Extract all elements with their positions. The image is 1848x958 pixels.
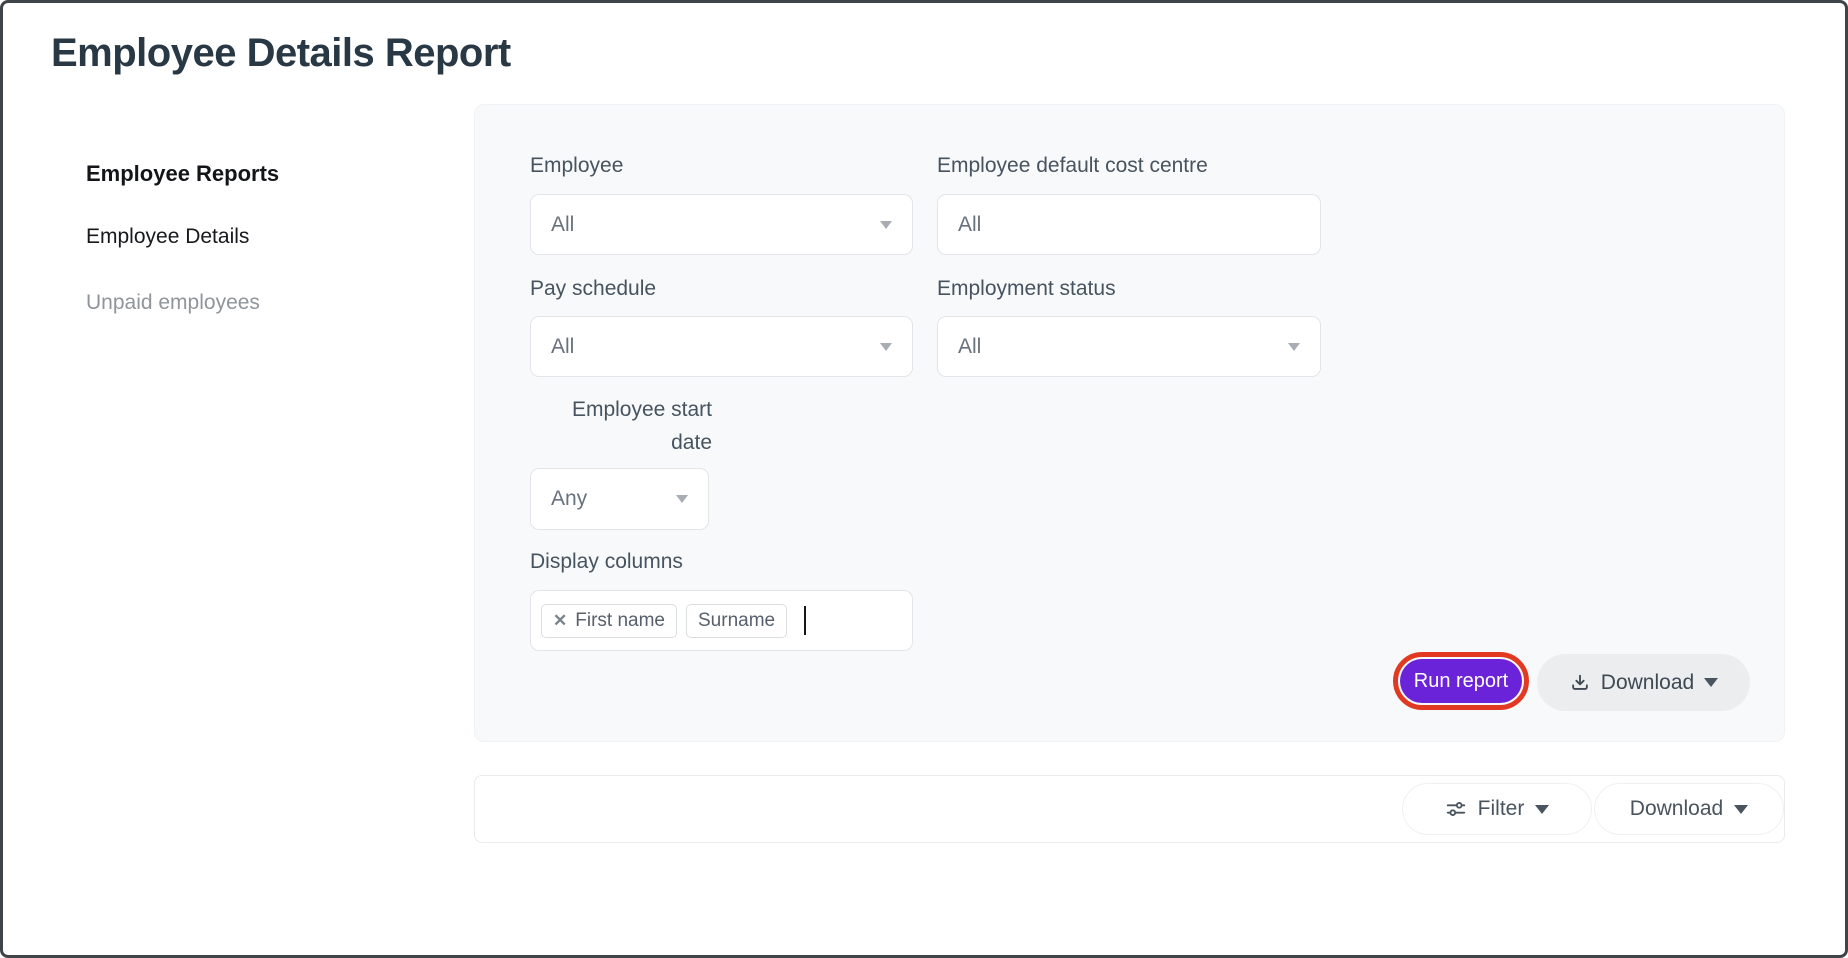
results-download-button[interactable]: Download [1594,783,1784,835]
pay-schedule-label: Pay schedule [530,277,657,300]
chevron-down-icon [1288,342,1300,351]
chevron-down-icon [1734,804,1749,814]
cost-centre-label: Employee default cost centre [937,154,1208,177]
cost-centre-input-value: All [958,212,982,236]
sidebar-item-employee-details[interactable]: Employee Details [86,225,250,248]
column-tag-label: Surname [698,609,776,631]
start-date-select-value: Any [551,487,588,510]
pay-schedule-select-value: All [551,334,575,358]
display-columns-input[interactable]: ✕ First name Surname [530,590,913,651]
chevron-down-icon [1535,804,1550,814]
download-button-label: Download [1600,670,1695,694]
chevron-down-icon [880,220,892,229]
text-cursor [804,606,807,635]
filter-sliders-icon [1446,802,1465,816]
column-tag-label: First name [575,609,665,631]
employee-select-value: All [551,212,575,236]
employee-label: Employee [530,154,624,177]
start-date-select[interactable]: Any [530,468,709,530]
remove-tag-icon[interactable]: ✕ [553,610,568,630]
chevron-down-icon [676,495,688,503]
sidebar-heading-employee-reports: Employee Reports [86,161,280,186]
column-tag-first-name[interactable]: ✕ First name [541,603,677,638]
employment-status-select[interactable]: All [937,316,1321,377]
run-report-button[interactable]: Run report [1393,652,1529,710]
column-tag-surname[interactable]: Surname [686,603,788,638]
download-button[interactable]: Download [1537,654,1750,711]
results-download-label: Download [1629,797,1724,820]
pay-schedule-select[interactable]: All [530,316,913,377]
employment-status-label: Employment status [937,277,1116,300]
chevron-down-icon [1704,678,1719,687]
report-sidebar: Employee Reports Employee Details Unpaid… [86,161,396,315]
start-date-label: Employee start date [571,398,712,454]
download-icon [1572,674,1588,690]
report-filter-card: Employee All Employee default cost centr… [474,104,1785,742]
chevron-down-icon [880,342,892,351]
sidebar-item-unpaid-employees[interactable]: Unpaid employees [86,291,260,314]
results-toolbar: Filter Download [474,775,1785,843]
employee-select[interactable]: All [530,194,913,255]
filter-button[interactable]: Filter [1402,783,1592,835]
page-title: Employee Details Report [51,31,511,75]
display-columns-label: Display columns [530,550,683,573]
cost-centre-input[interactable]: All [937,194,1321,255]
filter-button-label: Filter [1477,797,1525,820]
employment-status-select-value: All [958,334,982,358]
